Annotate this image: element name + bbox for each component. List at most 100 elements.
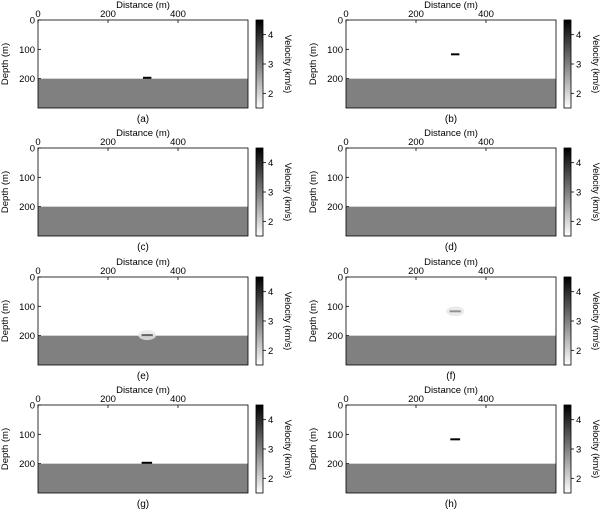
colorbar-label: Velocity (km/s) [591,420,600,479]
y-axis-label: Depth (m) [0,300,11,342]
y-tick-label: 100 [19,173,35,184]
x-tick-label: 200 [100,266,116,277]
colorbar-tick-label: 2 [576,474,581,485]
colorbar-tick-label: 2 [576,346,581,357]
panel-label: (e) [137,371,149,382]
velocity-layer [346,78,556,108]
x-tick-label: 0 [35,394,40,405]
colorbar-tick-label: 3 [576,317,581,328]
y-axis-label: Depth (m) [308,171,319,213]
y-tick-label: 0 [338,273,343,284]
panel-label: (b) [445,114,457,125]
velocity-layer [346,463,556,493]
colorbar [255,19,264,109]
panel-label: (h) [445,499,457,510]
x-tick-label: 200 [408,266,424,277]
y-tick-label: 100 [327,302,343,313]
x-tick-label: 0 [343,137,348,148]
colorbar [255,404,264,494]
velocity-anomaly [143,76,152,79]
colorbar [563,147,572,237]
x-tick-label: 200 [100,394,116,405]
x-tick-label: 0 [35,9,40,20]
x-axis-label: Distance (m) [116,257,170,268]
colorbar-label: Velocity (km/s) [591,292,600,351]
y-tick-label: 0 [338,144,343,155]
colorbar-label: Velocity (km/s) [591,163,600,222]
y-axis-label: Depth (m) [0,171,11,213]
plot-frame [345,276,557,366]
y-tick-label: 0 [30,401,35,412]
x-axis-label: Distance (m) [116,0,170,11]
x-tick-label: 400 [170,9,186,20]
x-tick-label: 200 [408,9,424,20]
x-tick-label: 0 [35,266,40,277]
x-tick-label: 400 [170,266,186,277]
y-tick-label: 0 [338,401,343,412]
y-tick-label: 100 [19,45,35,56]
colorbar-tick-label: 3 [576,188,581,199]
colorbar-tick-label: 2 [268,89,273,100]
x-axis-label: Distance (m) [424,128,478,139]
velocity-layer [38,206,248,236]
y-tick-label: 0 [30,273,35,284]
velocity-anomaly [451,53,460,56]
velocity-layer [38,335,248,365]
colorbar-label: Velocity (km/s) [283,420,293,479]
x-tick-label: 400 [170,137,186,148]
x-tick-label: 0 [343,266,348,277]
y-axis-label: Depth (m) [308,43,319,85]
colorbar-tick-label: 3 [576,445,581,456]
velocity-anomaly [449,310,461,313]
y-tick-label: 100 [19,430,35,441]
y-tick-label: 100 [327,45,343,56]
x-axis-label: Distance (m) [424,257,478,268]
colorbar [563,276,572,366]
colorbar-tick-label: 4 [268,287,273,298]
y-axis-label: Depth (m) [0,428,11,470]
y-tick-label: 0 [338,16,343,27]
y-tick-label: 100 [327,173,343,184]
colorbar [563,404,572,494]
x-tick-label: 400 [478,266,494,277]
y-tick-label: 100 [327,430,343,441]
y-tick-label: 200 [327,331,343,342]
y-axis-label: Depth (m) [308,300,319,342]
panel-label: (d) [445,242,457,253]
colorbar-tick-label: 4 [576,415,581,426]
panel-label: (f) [446,371,455,382]
velocity-anomaly [141,334,153,337]
colorbar-tick-label: 3 [268,188,273,199]
colorbar-tick-label: 2 [576,217,581,228]
velocity-layer [38,463,248,493]
velocity-layer [346,206,556,236]
x-axis-label: Distance (m) [424,0,478,11]
colorbar-tick-label: 2 [576,89,581,100]
colorbar-label: Velocity (km/s) [283,292,293,351]
x-tick-label: 200 [408,394,424,405]
x-tick-label: 400 [170,394,186,405]
y-tick-label: 100 [19,302,35,313]
velocity-anomaly [141,461,153,464]
x-tick-label: 200 [408,137,424,148]
colorbar-tick-label: 2 [268,474,273,485]
colorbar-tick-label: 4 [268,158,273,169]
colorbar-tick-label: 4 [576,158,581,169]
x-axis-label: Distance (m) [116,128,170,139]
y-tick-label: 200 [327,459,343,470]
y-axis-label: Depth (m) [0,43,11,85]
y-tick-label: 200 [327,74,343,85]
plot-frame [345,19,557,109]
colorbar-label: Velocity (km/s) [283,163,293,222]
x-tick-label: 200 [100,137,116,148]
x-tick-label: 0 [343,9,348,20]
plot-frame [37,404,249,494]
panel-label: (g) [137,499,149,510]
